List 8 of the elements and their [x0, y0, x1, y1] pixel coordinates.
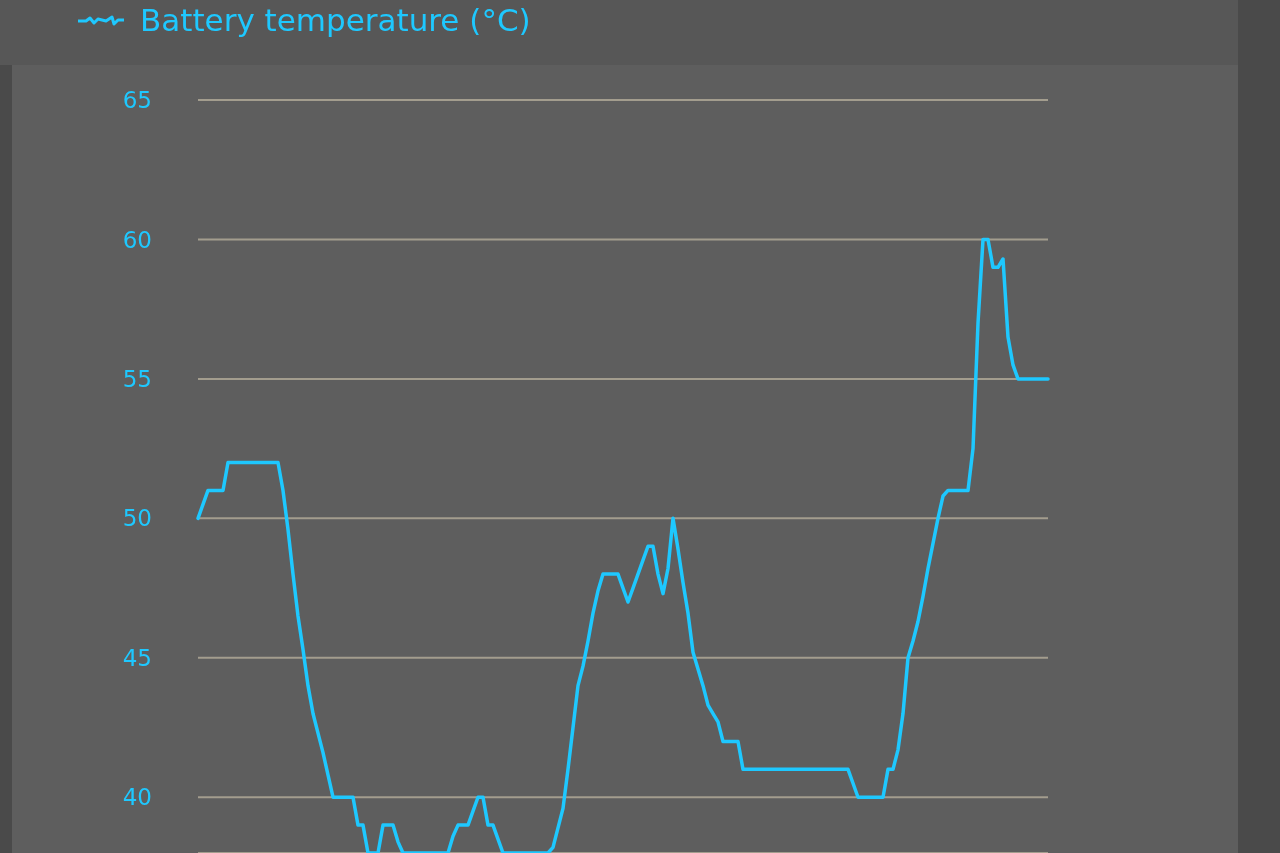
y-tick-label: 40 — [122, 784, 152, 811]
y-tick-label: 60 — [122, 226, 152, 253]
y-tick-label: 45 — [122, 644, 152, 671]
line-series — [196, 237, 1050, 853]
y-tick-label: 65 — [122, 87, 152, 114]
y-tick-label: 50 — [122, 505, 152, 532]
legend-label: Battery temperature (°C) — [140, 2, 531, 38]
y-tick-label: 55 — [122, 366, 152, 393]
